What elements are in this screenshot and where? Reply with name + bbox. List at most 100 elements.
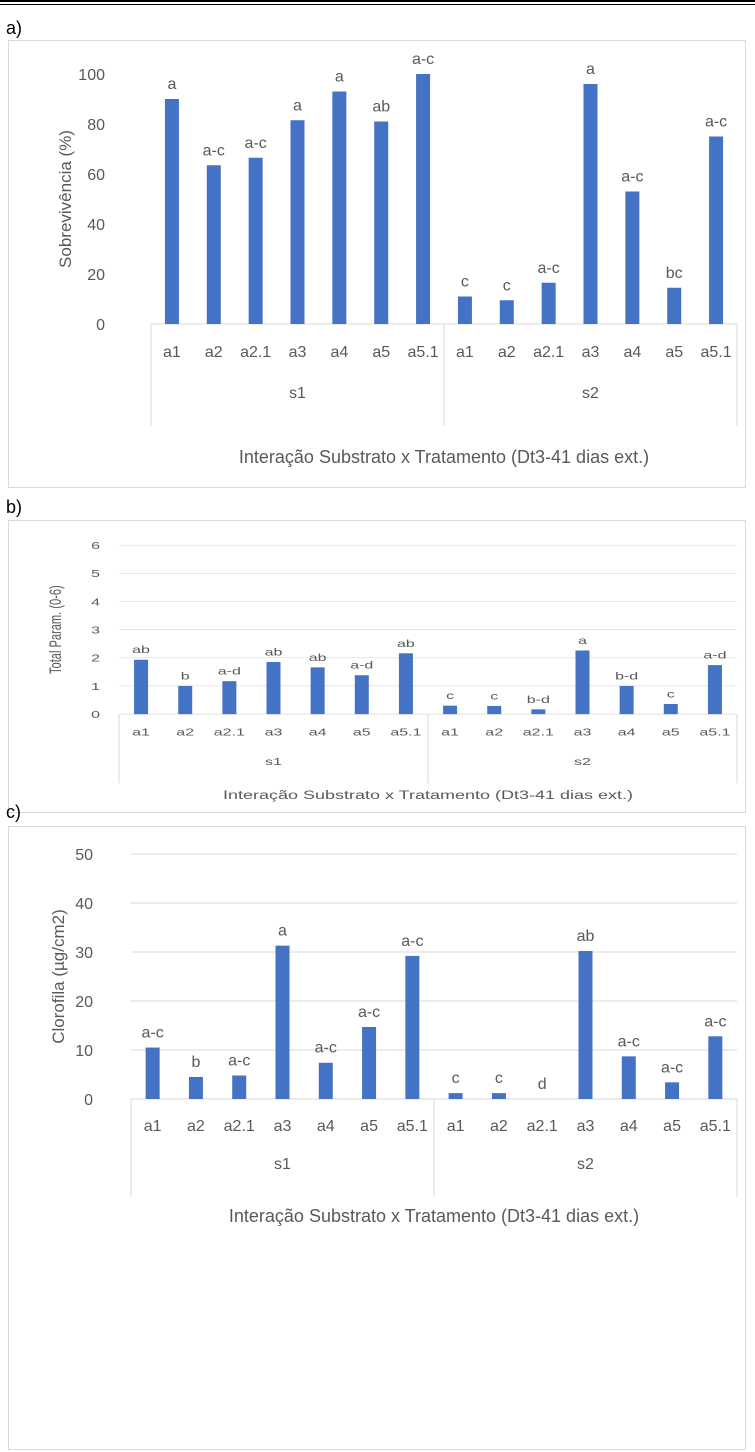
data-label: c bbox=[667, 688, 675, 700]
chart-b-total-param: 0 1 2 3 4 5 6 Total Param. (0-6) ab a1 b a2 a-d a2.1 a… bbox=[8, 520, 746, 813]
data-label: a bbox=[335, 69, 344, 86]
category-label: a3 bbox=[582, 344, 600, 361]
category-label: a5 bbox=[662, 726, 680, 738]
category-label: a1 bbox=[144, 1118, 162, 1135]
y-tick-label: 0 bbox=[96, 317, 105, 334]
group-label: s2 bbox=[577, 1156, 594, 1173]
bar bbox=[354, 675, 369, 715]
bar bbox=[667, 287, 682, 324]
category-label: a4 bbox=[618, 726, 636, 738]
x-axis-label: Interação Substrato x Tratamento (Dt3-41… bbox=[239, 447, 649, 467]
bar bbox=[448, 1093, 463, 1099]
x-axis-label: Interação Substrato x Tratamento (Dt3-41… bbox=[223, 789, 633, 802]
group-label: s2 bbox=[582, 385, 599, 402]
y-tick-label: 40 bbox=[87, 217, 105, 234]
bar bbox=[310, 667, 325, 715]
category-label: a5.1 bbox=[408, 344, 439, 361]
bar bbox=[708, 1036, 723, 1099]
data-label: b bbox=[191, 1054, 200, 1071]
category-label: a3 bbox=[274, 1118, 292, 1135]
category-label: a3 bbox=[289, 344, 307, 361]
category-label: a1 bbox=[441, 726, 459, 738]
category-label: a5 bbox=[360, 1118, 378, 1135]
data-label: a bbox=[278, 923, 287, 940]
bar bbox=[248, 157, 263, 324]
bar bbox=[178, 685, 193, 715]
data-label: a bbox=[586, 61, 595, 78]
y-axis-label: Total Param. (0-6) bbox=[47, 585, 66, 674]
data-label: a-d bbox=[350, 659, 373, 671]
category-label: a2 bbox=[498, 344, 516, 361]
data-label: a bbox=[293, 97, 302, 114]
data-label: ab bbox=[397, 637, 415, 649]
data-label: a-d bbox=[703, 649, 726, 661]
bar bbox=[398, 653, 413, 715]
bar bbox=[362, 1026, 377, 1099]
data-label: a-c bbox=[358, 1004, 380, 1021]
y-tick-label: 20 bbox=[87, 267, 105, 284]
chart-a-survival: 0 20 40 60 80 100 Sobrevivência (%) a a1 a-c a2 a-c… bbox=[8, 40, 746, 488]
data-label: ab bbox=[577, 928, 595, 945]
category-label: a5.1 bbox=[699, 726, 730, 738]
bar bbox=[232, 1075, 247, 1099]
y-tick-label: 30 bbox=[75, 945, 93, 962]
bar bbox=[332, 91, 347, 324]
data-label: a-c bbox=[245, 135, 267, 152]
data-label: a-c bbox=[228, 1052, 250, 1069]
category-label: a3 bbox=[265, 726, 283, 738]
data-label: a-c bbox=[412, 51, 434, 68]
bar bbox=[290, 120, 305, 324]
bar bbox=[491, 1093, 506, 1099]
category-label: a5 bbox=[665, 344, 683, 361]
data-label: a-c bbox=[401, 933, 423, 950]
category-label: a2.1 bbox=[240, 344, 271, 361]
data-label: a-c bbox=[661, 1059, 683, 1076]
category-label: a1 bbox=[132, 726, 150, 738]
y-tick-label: 50 bbox=[75, 847, 93, 864]
bar bbox=[499, 300, 514, 324]
bar bbox=[134, 659, 149, 715]
data-label: ab bbox=[309, 652, 327, 664]
group-label: s2 bbox=[574, 756, 591, 768]
category-label: a2.1 bbox=[224, 1118, 255, 1135]
y-tick-label: 80 bbox=[87, 117, 105, 134]
bar bbox=[206, 165, 221, 324]
category-label: a1 bbox=[456, 344, 474, 361]
category-label: a1 bbox=[163, 344, 181, 361]
y-tick-label: 1 bbox=[91, 681, 100, 693]
bar bbox=[318, 1062, 333, 1099]
bar bbox=[487, 705, 502, 715]
data-label: d bbox=[538, 1076, 547, 1093]
group-label: s1 bbox=[274, 1156, 291, 1173]
category-label: a4 bbox=[317, 1118, 335, 1135]
y-tick-label: 3 bbox=[91, 624, 100, 636]
category-label: a5.1 bbox=[701, 344, 732, 361]
category-label: a2.1 bbox=[214, 726, 245, 738]
bar bbox=[531, 709, 546, 715]
bar bbox=[625, 191, 640, 324]
bar bbox=[374, 121, 389, 324]
data-label: a-c bbox=[315, 1040, 337, 1057]
data-label: a-c bbox=[203, 142, 225, 159]
bar bbox=[266, 662, 281, 715]
bar bbox=[164, 99, 179, 324]
chart-a-svg: 0 20 40 60 80 100 Sobrevivência (%) a a1 a-c a2 a-c… bbox=[56, 51, 738, 467]
category-label: a2 bbox=[485, 726, 503, 738]
bar bbox=[709, 136, 724, 324]
bar bbox=[583, 84, 598, 324]
panel-label-c: c) bbox=[6, 802, 21, 822]
category-label: a5 bbox=[663, 1118, 681, 1135]
y-tick-label: 60 bbox=[87, 167, 105, 184]
data-label: b-d bbox=[615, 670, 638, 682]
category-label: a5.1 bbox=[390, 726, 421, 738]
y-axis-label: Sobrevivência (%) bbox=[56, 130, 75, 268]
group-label: s1 bbox=[265, 756, 282, 768]
data-label: a-c bbox=[705, 114, 727, 131]
category-label: a5 bbox=[353, 726, 371, 738]
category-label: a2.1 bbox=[523, 726, 554, 738]
bar bbox=[619, 685, 634, 715]
panel-label-a: a) bbox=[6, 18, 23, 38]
chart-c-chlorophyll: 0 10 20 30 40 50 Clorofila (µg/cm2) a-c a1 b a2 a-c… bbox=[8, 826, 746, 1450]
category-label: a2 bbox=[205, 344, 223, 361]
bar bbox=[275, 945, 290, 1099]
